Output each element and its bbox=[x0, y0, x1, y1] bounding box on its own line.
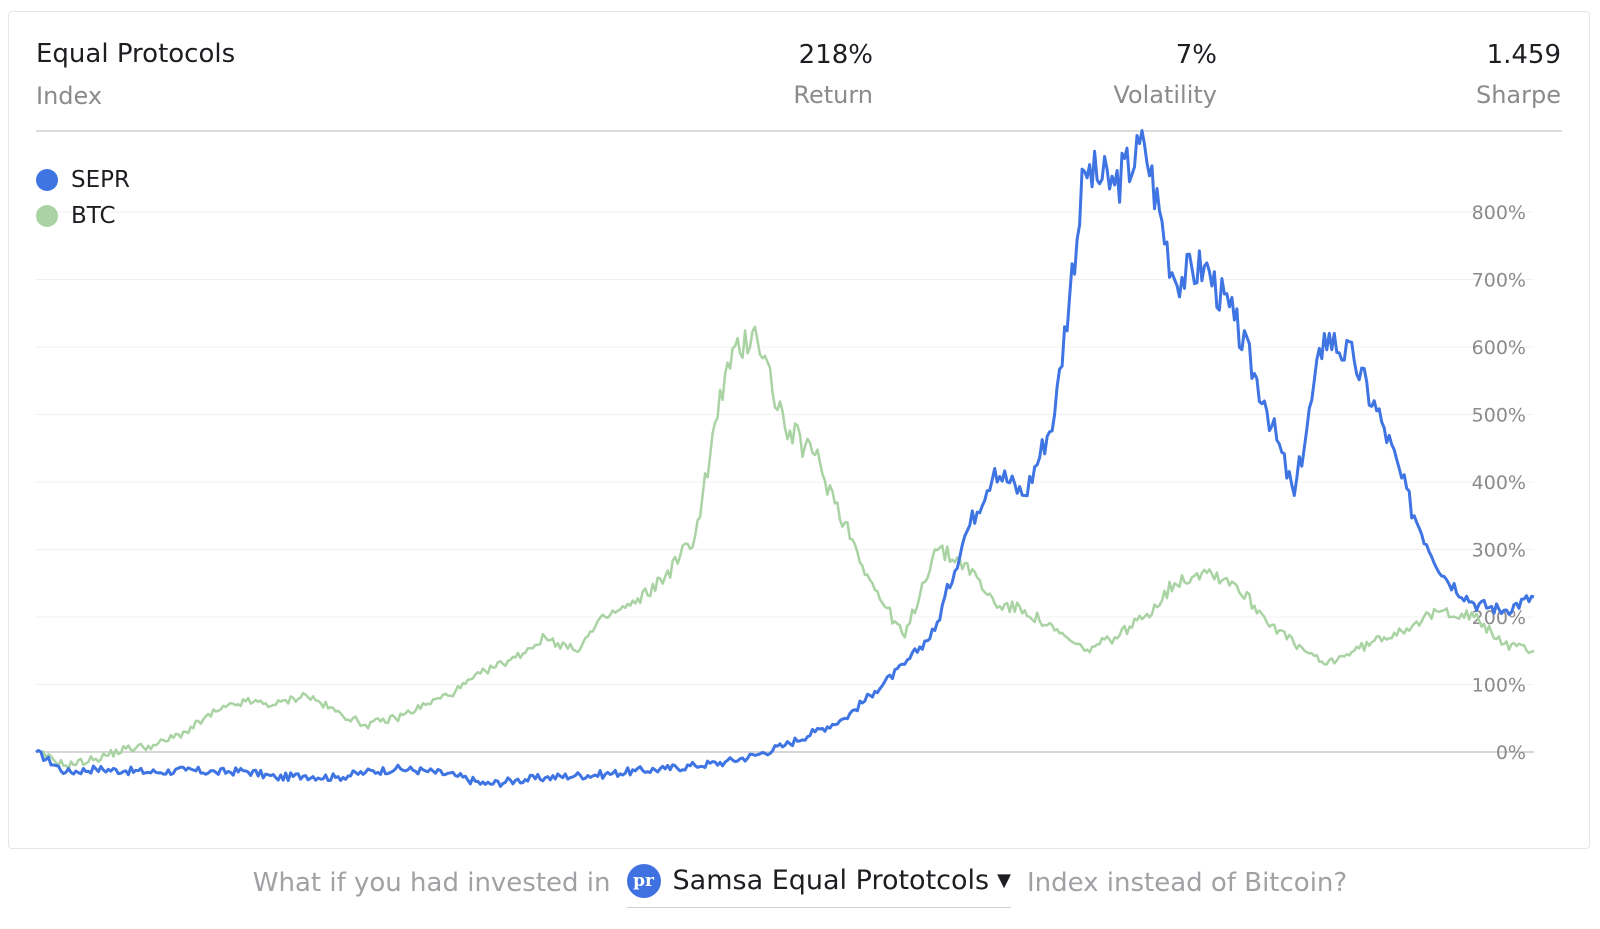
y-tick-label: 100% bbox=[1472, 675, 1526, 697]
legend-dot-btc-icon bbox=[36, 205, 58, 227]
caret-down-icon: ▼ bbox=[997, 870, 1011, 891]
y-tick-label: 0% bbox=[1496, 742, 1526, 764]
index-title: Equal Protocols bbox=[36, 39, 236, 69]
legend-label-sepr: SEPR bbox=[71, 167, 130, 193]
volatility-label: Volatility bbox=[1113, 81, 1217, 109]
y-tick-label: 600% bbox=[1472, 337, 1526, 359]
chart-card: Equal Protocols Index 218% Return 7% Vol… bbox=[8, 11, 1590, 849]
legend-item-btc[interactable]: BTC bbox=[36, 198, 130, 234]
sharpe-label: Sharpe bbox=[1475, 81, 1561, 109]
y-tick-label: 400% bbox=[1472, 472, 1526, 494]
y-tick-label: 800% bbox=[1472, 202, 1526, 224]
comparison-footer: What if you had invested in pr Samsa Equ… bbox=[0, 858, 1600, 908]
legend-label-btc: BTC bbox=[71, 203, 116, 229]
series-line-btc bbox=[35, 325, 1535, 770]
index-subtitle: Index bbox=[36, 82, 103, 110]
stat-volatility: 7% Volatility bbox=[1113, 40, 1217, 110]
return-value: 218% bbox=[798, 40, 873, 70]
sharpe-value: 1.459 bbox=[1486, 40, 1561, 70]
samsa-logo-icon: pr bbox=[626, 863, 661, 898]
stat-sharpe: 1.459 Sharpe bbox=[1476, 40, 1561, 110]
series-line-sepr bbox=[35, 129, 1535, 788]
legend-item-sepr[interactable]: SEPR bbox=[36, 162, 130, 198]
footer-suffix: Index instead of Bitcoin? bbox=[1026, 868, 1348, 898]
y-tick-label: 700% bbox=[1472, 270, 1526, 292]
return-label: Return bbox=[793, 81, 873, 109]
y-tick-label: 300% bbox=[1472, 540, 1526, 562]
index-picker-dropdown[interactable]: pr Samsa Equal Prototcols ▼ bbox=[626, 859, 1011, 908]
header-divider bbox=[36, 130, 1562, 132]
stat-return: 218% Return bbox=[793, 40, 873, 110]
index-picker-label: Samsa Equal Prototcols bbox=[672, 865, 990, 896]
legend-dot-sepr-icon bbox=[36, 169, 58, 191]
y-tick-label: 500% bbox=[1472, 405, 1526, 427]
chart-legend: SEPR BTC bbox=[36, 162, 130, 234]
volatility-value: 7% bbox=[1175, 40, 1217, 70]
footer-prefix: What if you had invested in bbox=[252, 868, 611, 898]
line-chart: 0%100%200%300%400%500%600%700%800% bbox=[35, 129, 1535, 788]
